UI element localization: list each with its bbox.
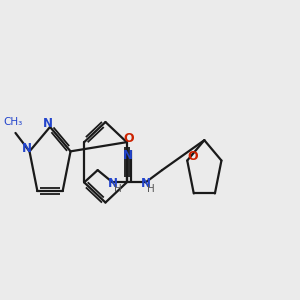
Text: O: O xyxy=(187,150,198,163)
Text: N: N xyxy=(22,142,32,155)
Text: H: H xyxy=(114,184,121,194)
Text: CH₃: CH₃ xyxy=(3,117,23,127)
Text: N: N xyxy=(123,148,133,161)
Text: N: N xyxy=(108,177,118,190)
Text: N: N xyxy=(43,117,52,130)
Text: O: O xyxy=(124,132,134,145)
Text: N: N xyxy=(141,177,151,190)
Text: H: H xyxy=(146,184,154,194)
